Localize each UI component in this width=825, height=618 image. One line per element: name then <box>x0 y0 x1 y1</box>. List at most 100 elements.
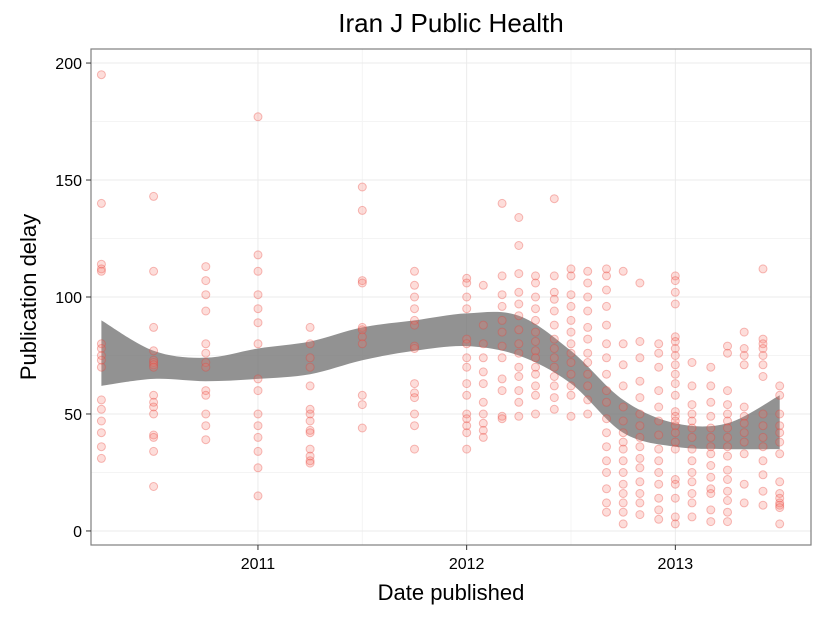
data-point <box>549 334 559 344</box>
data-point <box>635 442 645 452</box>
data-point <box>497 353 507 363</box>
data-point <box>253 339 263 349</box>
data-point <box>549 353 559 363</box>
data-point <box>531 304 540 314</box>
data-point <box>758 470 768 480</box>
data-point <box>602 397 611 407</box>
data-point <box>531 369 540 379</box>
data-point <box>531 390 540 400</box>
data-point <box>514 372 524 381</box>
data-point <box>670 512 680 522</box>
data-point <box>497 374 507 384</box>
data-point <box>723 486 732 496</box>
data-point <box>670 379 680 389</box>
data-point <box>635 498 645 508</box>
data-point <box>670 416 680 426</box>
data-point <box>201 409 211 419</box>
smooth-band-layer <box>101 311 780 450</box>
data-point <box>602 271 611 281</box>
data-point <box>583 358 593 367</box>
data-point <box>723 465 732 475</box>
data-point <box>583 348 593 358</box>
data-point <box>149 446 159 456</box>
data-point <box>583 395 593 405</box>
data-point <box>602 456 611 466</box>
data-point <box>739 344 749 353</box>
x-axis-title: Date published <box>378 580 525 605</box>
data-point <box>670 479 680 489</box>
data-point <box>549 194 559 204</box>
data-point <box>96 395 106 405</box>
data-point <box>739 351 749 360</box>
data-point <box>670 444 680 454</box>
data-point <box>723 386 732 396</box>
data-point <box>723 451 732 461</box>
data-point <box>478 425 488 435</box>
data-point <box>514 348 524 358</box>
data-point <box>253 374 263 384</box>
data-point <box>531 381 540 391</box>
data-point <box>305 458 315 468</box>
data-point <box>305 381 315 391</box>
data-point <box>478 379 488 389</box>
data-point <box>654 402 664 412</box>
data-point <box>706 449 716 459</box>
data-point <box>687 456 697 466</box>
data-point <box>514 386 524 396</box>
data-point <box>201 386 211 396</box>
data-point <box>549 393 559 403</box>
data-point <box>531 292 540 302</box>
data-point <box>723 432 732 442</box>
data-point <box>602 285 611 295</box>
data-point <box>549 404 559 414</box>
data-point <box>687 512 697 522</box>
data-point <box>531 409 540 419</box>
data-point <box>687 423 697 433</box>
data-point <box>758 339 768 349</box>
data-point <box>618 266 628 276</box>
data-point <box>583 334 593 344</box>
data-point <box>357 322 367 332</box>
data-point <box>410 341 419 351</box>
data-point <box>462 334 472 344</box>
axis-ticks: 0 50 100 150 200 2011 2012 2013 <box>55 56 693 573</box>
data-point <box>96 339 106 349</box>
data-point <box>478 432 488 442</box>
data-point <box>583 322 593 332</box>
data-point <box>775 428 785 438</box>
data-point <box>602 301 611 311</box>
data-point <box>618 456 628 466</box>
data-point <box>758 456 768 466</box>
data-point <box>96 198 106 208</box>
data-point <box>410 409 419 419</box>
data-point <box>583 369 593 379</box>
data-point <box>775 449 785 459</box>
data-point <box>654 339 664 349</box>
x-tick-label: 2012 <box>449 556 485 573</box>
data-point <box>654 416 664 426</box>
data-point <box>531 362 540 372</box>
data-point <box>618 360 628 370</box>
data-point <box>305 339 315 349</box>
data-point <box>531 278 540 288</box>
data-point <box>670 493 680 503</box>
data-point <box>96 442 106 452</box>
data-point <box>723 423 732 433</box>
data-point <box>357 278 367 288</box>
data-point <box>149 358 159 367</box>
data-point <box>635 432 645 442</box>
data-point <box>654 348 664 358</box>
data-point <box>670 299 680 309</box>
data-point <box>149 355 159 365</box>
data-point <box>514 269 524 279</box>
data-point <box>670 332 680 342</box>
data-point <box>253 409 263 419</box>
data-point <box>618 444 628 454</box>
data-point <box>758 372 768 381</box>
data-point <box>514 299 524 309</box>
data-point <box>687 409 697 419</box>
data-point <box>654 468 664 477</box>
data-point <box>305 428 315 438</box>
data-point <box>758 432 768 442</box>
